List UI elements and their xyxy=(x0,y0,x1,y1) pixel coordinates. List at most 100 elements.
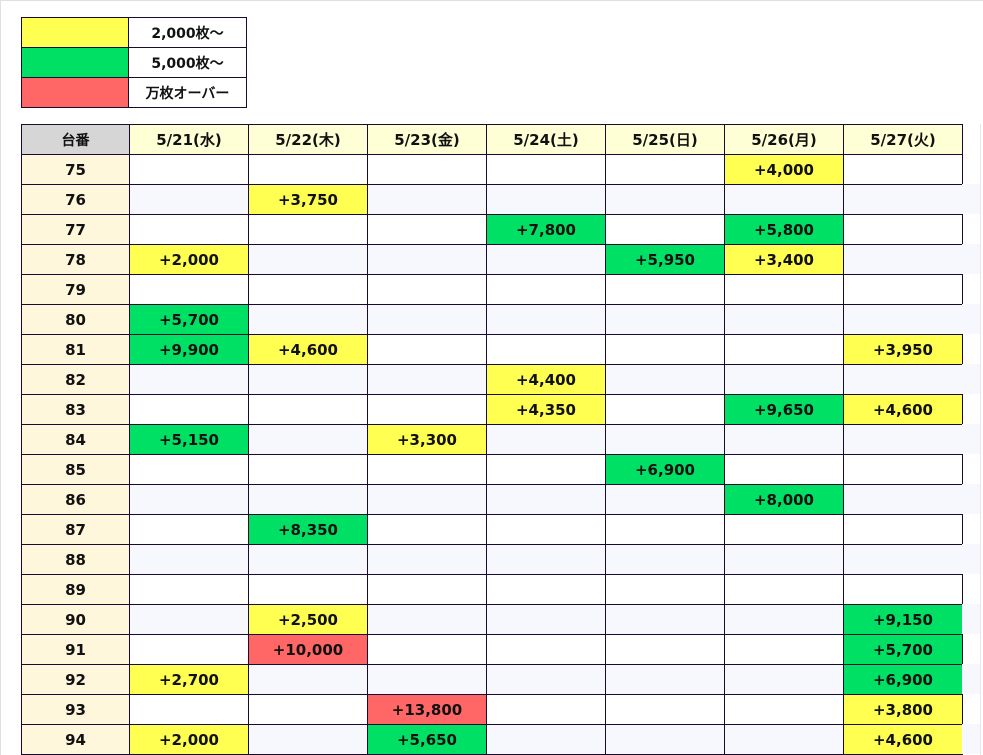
result-cell xyxy=(248,574,368,605)
result-cell xyxy=(486,334,606,365)
result-cell xyxy=(248,694,368,725)
result-cell xyxy=(605,514,725,545)
row-stripe xyxy=(962,184,980,214)
date-header: 5/21(水) xyxy=(129,124,249,155)
table-row: 86 +8,000 xyxy=(21,484,963,515)
result-cell: +8,000 xyxy=(724,484,844,515)
result-cell: +4,600 xyxy=(248,334,368,365)
result-cell xyxy=(605,544,725,575)
machine-number: 86 xyxy=(21,484,130,515)
result-cell xyxy=(605,664,725,695)
result-cell xyxy=(248,454,368,485)
result-cell xyxy=(605,604,725,635)
column-divider xyxy=(980,124,981,755)
result-cell xyxy=(843,514,963,545)
result-cell xyxy=(248,154,368,185)
result-cell xyxy=(248,274,368,305)
machine-number: 83 xyxy=(21,394,130,425)
result-cell xyxy=(605,154,725,185)
result-cell xyxy=(724,544,844,575)
row-stripe xyxy=(962,424,980,454)
result-cell: +5,800 xyxy=(724,214,844,245)
table-row: 78 +2,000 +5,950 +3,400 xyxy=(21,244,963,275)
row-stripe xyxy=(962,364,980,394)
result-cell: +10,000 xyxy=(248,634,368,665)
result-cell xyxy=(843,574,963,605)
row-stripe xyxy=(962,604,980,634)
legend-label: 5,000枚～ xyxy=(128,47,247,78)
table-row: 82 +4,400 xyxy=(21,364,963,395)
result-cell xyxy=(605,724,725,755)
table-row: 85 +6,900 xyxy=(21,454,963,485)
result-cell: +5,950 xyxy=(605,244,725,275)
color-legend: 2,000枚～ 5,000枚～ 万枚オーバー xyxy=(21,17,247,108)
result-cell xyxy=(367,454,487,485)
result-cell xyxy=(843,454,963,485)
table-row: 91 +10,000 +5,700 xyxy=(21,634,963,665)
machine-number: 82 xyxy=(21,364,130,395)
result-cell: +3,400 xyxy=(724,244,844,275)
result-cell: +4,350 xyxy=(486,394,606,425)
result-cell xyxy=(724,334,844,365)
result-cell xyxy=(129,274,249,305)
result-cell xyxy=(367,604,487,635)
row-stripe xyxy=(962,244,980,274)
result-cell xyxy=(486,634,606,665)
row-stripe xyxy=(962,544,980,574)
result-cell xyxy=(486,244,606,275)
table-row: 76 +3,750 xyxy=(21,184,963,215)
result-cell: +6,900 xyxy=(605,454,725,485)
result-cell xyxy=(367,514,487,545)
result-cell xyxy=(605,694,725,725)
date-header: 5/27(火) xyxy=(843,124,963,155)
result-cell xyxy=(486,724,606,755)
row-stripe xyxy=(962,484,980,514)
result-cell xyxy=(724,514,844,545)
machine-number: 88 xyxy=(21,544,130,575)
machine-number: 93 xyxy=(21,694,130,725)
result-cell xyxy=(367,364,487,395)
machine-number: 91 xyxy=(21,634,130,665)
legend-swatch xyxy=(21,47,129,78)
result-cell xyxy=(724,604,844,635)
machine-number: 89 xyxy=(21,574,130,605)
result-cell xyxy=(486,454,606,485)
result-cell xyxy=(486,574,606,605)
result-cell xyxy=(129,364,249,395)
result-cell xyxy=(843,484,963,515)
machine-number: 90 xyxy=(21,604,130,635)
result-cell: +6,900 xyxy=(843,664,963,695)
result-cell: +4,400 xyxy=(486,364,606,395)
result-cell: +5,700 xyxy=(129,304,249,335)
result-cell xyxy=(724,424,844,455)
machine-number: 87 xyxy=(21,514,130,545)
result-cell xyxy=(367,274,487,305)
header-row: 台番 5/21(水) 5/22(木) 5/23(金) 5/24(土) 5/25(日) 5/2… xyxy=(21,124,963,155)
result-cell xyxy=(605,364,725,395)
result-cell xyxy=(605,304,725,335)
result-cell xyxy=(605,634,725,665)
result-cell xyxy=(248,364,368,395)
result-cell xyxy=(129,184,249,215)
result-cell xyxy=(843,244,963,275)
result-cell xyxy=(843,184,963,215)
date-header: 5/25(日) xyxy=(605,124,725,155)
date-header: 5/24(土) xyxy=(486,124,606,155)
legend-swatch xyxy=(21,77,129,108)
result-cell xyxy=(367,484,487,515)
result-cell xyxy=(129,514,249,545)
result-cell: +3,800 xyxy=(843,694,963,725)
result-cell: +8,350 xyxy=(248,514,368,545)
result-cell xyxy=(248,244,368,275)
result-cell xyxy=(605,184,725,215)
result-cell xyxy=(605,574,725,605)
result-cell xyxy=(843,274,963,305)
machine-number: 80 xyxy=(21,304,130,335)
legend-label: 万枚オーバー xyxy=(128,77,247,108)
result-cell xyxy=(724,574,844,605)
result-cell xyxy=(129,574,249,605)
result-cell xyxy=(129,544,249,575)
machine-number: 78 xyxy=(21,244,130,275)
result-cell xyxy=(843,364,963,395)
